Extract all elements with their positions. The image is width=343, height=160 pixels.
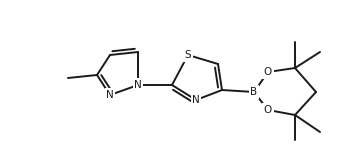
Text: O: O (264, 67, 272, 77)
Text: N: N (192, 95, 200, 105)
Text: N: N (134, 80, 142, 90)
Text: B: B (250, 87, 258, 97)
Text: S: S (185, 50, 191, 60)
Text: O: O (264, 105, 272, 115)
Text: N: N (106, 90, 114, 100)
